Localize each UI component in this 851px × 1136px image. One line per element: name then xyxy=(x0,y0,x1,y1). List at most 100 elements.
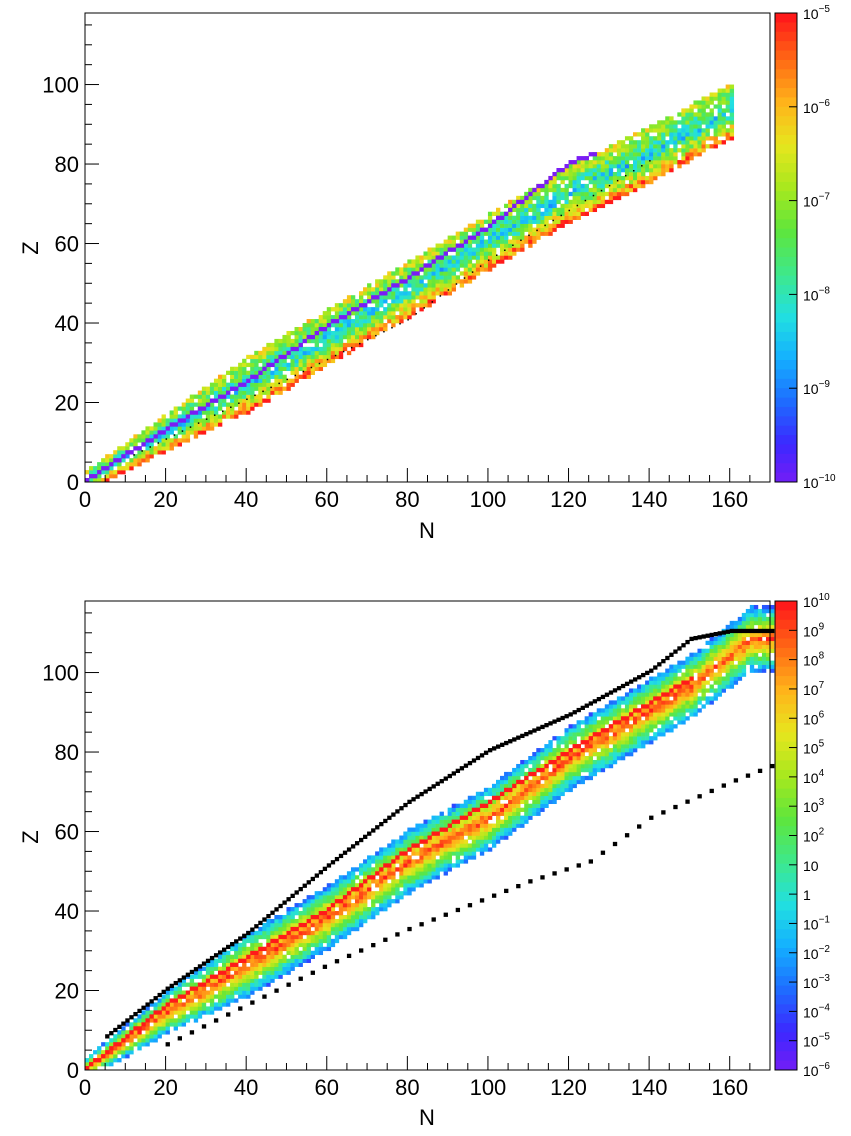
heatmap-cell xyxy=(423,283,428,288)
colorbar-swatch xyxy=(775,369,797,380)
heatmap-cell xyxy=(487,227,493,232)
heatmap-cell xyxy=(193,1014,199,1019)
heatmap-cell xyxy=(628,183,634,189)
heatmap-cell xyxy=(649,168,654,173)
heatmap-cell xyxy=(262,346,267,352)
heatmap-cell xyxy=(145,446,150,451)
heatmap-cell xyxy=(516,215,521,220)
heatmap-cell xyxy=(201,418,207,423)
heatmap-cell xyxy=(161,1010,166,1015)
heatmap-cell xyxy=(705,700,710,705)
heatmap-cell xyxy=(584,732,589,737)
heatmap-cell xyxy=(242,390,247,395)
heatmap-cell xyxy=(415,851,420,856)
heatmap-cell xyxy=(693,136,698,141)
heatmap-cell xyxy=(185,402,191,407)
heatmap-cell xyxy=(290,966,295,971)
heatmap-cell xyxy=(334,326,340,332)
heatmap-cell xyxy=(391,879,396,884)
heatmap-cell xyxy=(387,887,392,892)
heatmap-cell xyxy=(217,378,223,383)
heatmap-cell xyxy=(713,676,718,681)
boundary-marker xyxy=(407,799,412,805)
heatmap-cell xyxy=(705,124,710,129)
heatmap-cell xyxy=(222,986,227,991)
heatmap-cell xyxy=(379,895,384,900)
heatmap-cell xyxy=(633,140,638,145)
heatmap-cell xyxy=(757,636,763,642)
heatmap-cell xyxy=(403,311,408,316)
heatmap-cell xyxy=(633,160,638,165)
heatmap-cell xyxy=(266,366,271,372)
heatmap-cell xyxy=(633,704,638,709)
heatmap-cell xyxy=(705,100,710,105)
ridge-cell xyxy=(491,795,497,801)
boundary-marker xyxy=(371,943,376,948)
heatmap-cell xyxy=(423,287,428,292)
heatmap-cell xyxy=(399,895,404,900)
heatmap-cell xyxy=(266,342,271,348)
heatmap-cell xyxy=(516,763,521,769)
heatmap-cell xyxy=(354,899,360,904)
heatmap-cell xyxy=(250,386,255,391)
heatmap-cell xyxy=(717,664,722,669)
heatmap-cell xyxy=(407,283,412,288)
heatmap-cell xyxy=(334,346,340,352)
heatmap-cell xyxy=(512,811,517,816)
heatmap-cell xyxy=(653,732,658,737)
heatmap-cell xyxy=(250,966,255,971)
heatmap-cell xyxy=(500,803,505,808)
heatmap-cell xyxy=(354,319,360,324)
heatmap-cell xyxy=(592,720,598,725)
heatmap-cell xyxy=(185,410,191,415)
heatmap-cell xyxy=(500,255,505,260)
heatmap-cell xyxy=(395,851,400,856)
heatmap-cell xyxy=(326,311,332,316)
ridge-cell xyxy=(520,779,525,785)
heatmap-cell xyxy=(649,140,654,145)
ridge-cell xyxy=(451,819,457,824)
boundary-marker xyxy=(637,675,642,680)
heatmap-cell xyxy=(475,227,481,232)
ridge-cell xyxy=(258,946,263,952)
heatmap-cell xyxy=(427,847,432,852)
heatmap-cell xyxy=(544,183,549,189)
heatmap-cell xyxy=(713,692,718,697)
heatmap-cell xyxy=(496,787,501,793)
heatmap-cell xyxy=(685,120,690,125)
heatmap-cell xyxy=(197,410,203,415)
boundary-marker xyxy=(431,917,436,922)
heatmap-cell xyxy=(725,680,731,685)
ridge-cell xyxy=(346,891,352,896)
ridge-cell xyxy=(628,712,634,717)
heatmap-cell xyxy=(653,684,658,689)
heatmap-cell xyxy=(608,752,614,757)
heatmap-cell xyxy=(693,128,698,133)
heatmap-cell xyxy=(109,474,114,479)
heatmap-cell xyxy=(330,895,336,900)
heatmap-cell xyxy=(467,243,473,248)
heatmap-cell xyxy=(616,712,622,717)
heatmap-cell xyxy=(266,966,271,971)
heatmap-cell xyxy=(278,942,283,948)
boundary-marker xyxy=(483,750,489,755)
heatmap-cell xyxy=(649,736,654,741)
heatmap-cell xyxy=(419,883,424,888)
heatmap-cell xyxy=(350,299,356,304)
heatmap-cell xyxy=(637,160,642,165)
heatmap-cell xyxy=(278,370,283,375)
boundary-marker xyxy=(685,799,690,804)
heatmap-cell xyxy=(556,207,561,213)
heatmap-cell xyxy=(181,1018,187,1023)
heatmap-cell xyxy=(350,883,356,888)
heatmap-cell xyxy=(459,847,465,852)
heatmap-cell xyxy=(765,632,771,638)
heatmap-cell xyxy=(697,124,702,129)
heatmap-cell xyxy=(471,267,477,272)
heatmap-cell xyxy=(637,728,642,733)
heatmap-cell xyxy=(435,823,440,828)
ridge-cell xyxy=(310,914,315,920)
heatmap-cell xyxy=(234,990,239,995)
heatmap-cell xyxy=(423,827,428,832)
heatmap-cell xyxy=(230,366,235,372)
